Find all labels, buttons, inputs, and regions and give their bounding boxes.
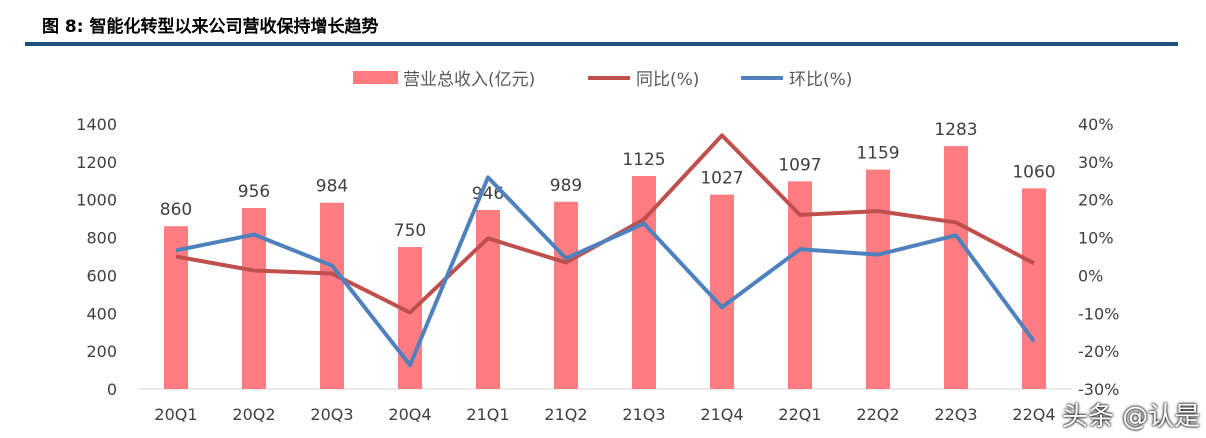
left-tick-label: 1200 bbox=[76, 153, 117, 172]
left-tick-label: 600 bbox=[86, 266, 117, 285]
bar bbox=[164, 226, 188, 389]
x-tick-label: 22Q1 bbox=[778, 405, 821, 424]
legend-label: 环比(%) bbox=[789, 70, 852, 90]
x-tick-label: 22Q2 bbox=[856, 405, 899, 424]
bar-data-label: 1027 bbox=[700, 169, 743, 189]
left-tick-label: 1400 bbox=[76, 115, 117, 134]
bar-data-label: 1097 bbox=[778, 155, 821, 175]
right-tick-label: 10% bbox=[1078, 229, 1114, 248]
bar-data-label: 984 bbox=[316, 177, 348, 197]
right-tick-label: -30% bbox=[1078, 380, 1119, 399]
left-tick-label: 800 bbox=[86, 229, 117, 248]
left-tick-label: 0 bbox=[107, 380, 117, 399]
bar bbox=[320, 202, 344, 389]
bar-data-label: 1060 bbox=[1012, 162, 1055, 182]
bar-data-label: 860 bbox=[160, 200, 192, 220]
right-tick-label: 40% bbox=[1078, 115, 1114, 134]
bar-data-label: 1159 bbox=[856, 144, 899, 164]
x-tick-label: 21Q3 bbox=[622, 405, 665, 424]
x-tick-label: 20Q3 bbox=[310, 405, 353, 424]
bar bbox=[710, 194, 734, 389]
left-tick-label: 400 bbox=[86, 304, 117, 323]
right-tick-label: 20% bbox=[1078, 191, 1114, 210]
bar-data-label: 956 bbox=[238, 182, 270, 202]
bar bbox=[554, 201, 578, 389]
right-tick-label: 30% bbox=[1078, 153, 1114, 172]
right-tick-label: -20% bbox=[1078, 342, 1119, 361]
x-tick-label: 20Q2 bbox=[232, 405, 275, 424]
bar-data-label: 1125 bbox=[622, 150, 665, 170]
line-yoy bbox=[175, 133, 1035, 315]
right-tick-label: 0% bbox=[1078, 266, 1103, 285]
x-tick-label: 21Q4 bbox=[700, 405, 743, 424]
bar-data-label: 1283 bbox=[934, 120, 977, 140]
x-tick-label: 22Q4 bbox=[1012, 405, 1055, 424]
legend-label: 营业总收入(亿元) bbox=[403, 70, 535, 90]
left-tick-label: 1000 bbox=[76, 191, 117, 210]
bar-data-label: 750 bbox=[394, 221, 426, 241]
legend-swatch bbox=[353, 71, 398, 84]
bar bbox=[866, 169, 890, 389]
bar bbox=[398, 247, 422, 389]
x-tick-label: 21Q1 bbox=[466, 405, 509, 424]
figure-title: 图 8: 智能化转型以来公司营收保持增长趋势 bbox=[42, 17, 379, 37]
left-tick-label: 200 bbox=[86, 342, 117, 361]
x-tick-label: 20Q4 bbox=[388, 405, 431, 424]
x-tick-label: 22Q3 bbox=[934, 405, 977, 424]
right-tick-label: -10% bbox=[1078, 304, 1119, 323]
watermark: 头条 @认是 bbox=[1062, 402, 1201, 432]
x-tick-label: 20Q1 bbox=[154, 405, 197, 424]
title-rule bbox=[25, 42, 1178, 46]
bar bbox=[944, 146, 968, 389]
bar bbox=[1022, 188, 1046, 389]
bar-data-label: 989 bbox=[550, 176, 582, 196]
line-qoq bbox=[175, 175, 1036, 368]
legend-label: 同比(%) bbox=[636, 70, 699, 90]
x-tick-label: 21Q2 bbox=[544, 405, 587, 424]
